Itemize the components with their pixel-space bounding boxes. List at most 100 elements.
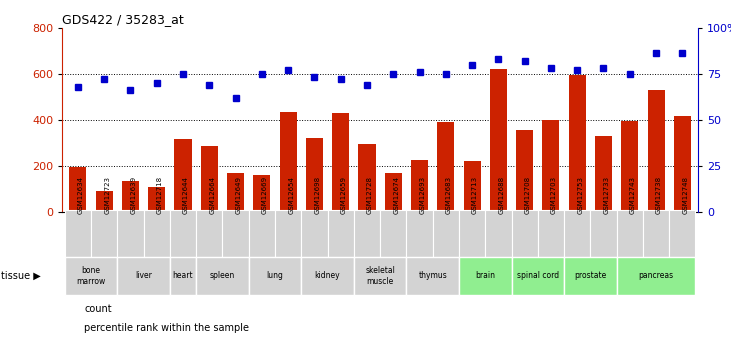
Text: GSM12728: GSM12728 xyxy=(367,176,373,214)
Text: spleen: spleen xyxy=(210,272,235,280)
Bar xyxy=(170,210,196,257)
Bar xyxy=(411,160,428,212)
Text: GSM12639: GSM12639 xyxy=(130,176,137,214)
Bar xyxy=(65,210,91,257)
Bar xyxy=(459,257,512,295)
Bar xyxy=(569,75,586,212)
Text: kidney: kidney xyxy=(315,272,341,280)
Bar xyxy=(648,90,664,212)
Bar xyxy=(674,116,691,212)
Bar xyxy=(354,257,406,295)
Text: GSM12674: GSM12674 xyxy=(393,176,399,214)
Bar xyxy=(332,113,349,212)
Bar xyxy=(306,138,323,212)
Text: GSM12748: GSM12748 xyxy=(682,176,689,214)
Text: GSM12649: GSM12649 xyxy=(235,176,241,214)
Bar xyxy=(669,210,695,257)
Bar xyxy=(301,210,327,257)
Bar xyxy=(117,257,170,295)
Bar xyxy=(227,173,244,212)
Bar xyxy=(196,257,249,295)
Text: thymus: thymus xyxy=(418,272,447,280)
Bar xyxy=(490,69,507,212)
Text: percentile rank within the sample: percentile rank within the sample xyxy=(84,323,249,333)
Text: pancreas: pancreas xyxy=(638,272,674,280)
Bar xyxy=(69,167,86,212)
Bar xyxy=(617,257,695,295)
Bar xyxy=(591,210,617,257)
Bar xyxy=(406,257,459,295)
Text: GDS422 / 35283_at: GDS422 / 35283_at xyxy=(62,13,184,27)
Bar xyxy=(170,257,196,295)
Text: count: count xyxy=(84,304,112,314)
Text: GSM12664: GSM12664 xyxy=(209,176,216,214)
Bar xyxy=(117,210,143,257)
Text: GSM12753: GSM12753 xyxy=(577,176,583,214)
Bar xyxy=(385,173,402,212)
Bar xyxy=(380,210,406,257)
Text: GSM12723: GSM12723 xyxy=(105,176,110,214)
Text: GSM12693: GSM12693 xyxy=(420,176,425,214)
Text: GSM12718: GSM12718 xyxy=(156,176,163,214)
Text: GSM12698: GSM12698 xyxy=(314,176,320,214)
Bar xyxy=(327,210,354,257)
Bar xyxy=(175,139,192,212)
Bar xyxy=(617,210,643,257)
Bar xyxy=(437,122,455,212)
Bar xyxy=(201,146,218,212)
Text: brain: brain xyxy=(475,272,495,280)
Bar xyxy=(249,257,301,295)
Text: skeletal
muscle: skeletal muscle xyxy=(366,266,395,286)
Bar xyxy=(196,210,222,257)
Text: GSM12743: GSM12743 xyxy=(630,176,636,214)
Text: GSM12683: GSM12683 xyxy=(446,176,452,214)
Bar xyxy=(65,257,117,295)
Bar xyxy=(122,181,139,212)
Text: GSM12669: GSM12669 xyxy=(262,176,268,214)
Text: lung: lung xyxy=(267,272,284,280)
Bar xyxy=(143,210,170,257)
Text: spinal cord: spinal cord xyxy=(517,272,559,280)
Text: GSM12738: GSM12738 xyxy=(656,176,662,214)
Text: bone
marrow: bone marrow xyxy=(77,266,106,286)
Bar xyxy=(301,257,354,295)
Bar xyxy=(275,210,301,257)
Text: tissue ▶: tissue ▶ xyxy=(1,271,41,281)
Bar xyxy=(148,187,165,212)
Text: heart: heart xyxy=(173,272,193,280)
Text: GSM12644: GSM12644 xyxy=(183,176,189,214)
Text: GSM12703: GSM12703 xyxy=(551,176,557,214)
Bar xyxy=(91,210,117,257)
Bar xyxy=(433,210,459,257)
Text: liver: liver xyxy=(135,272,152,280)
Bar xyxy=(96,191,113,212)
Bar xyxy=(406,210,433,257)
Bar xyxy=(512,257,564,295)
Bar xyxy=(459,210,485,257)
Text: prostate: prostate xyxy=(575,272,607,280)
Bar xyxy=(621,121,638,212)
Text: GSM12634: GSM12634 xyxy=(78,176,84,214)
Text: GSM12659: GSM12659 xyxy=(341,176,346,214)
Bar xyxy=(595,136,612,212)
Bar xyxy=(516,130,533,212)
Bar xyxy=(512,210,538,257)
Text: GSM12654: GSM12654 xyxy=(288,176,294,214)
Text: GSM12733: GSM12733 xyxy=(604,176,610,214)
Bar xyxy=(564,210,591,257)
Bar xyxy=(249,210,275,257)
Bar xyxy=(643,210,669,257)
Text: GSM12708: GSM12708 xyxy=(525,176,531,214)
Bar xyxy=(485,210,512,257)
Bar xyxy=(538,210,564,257)
Bar xyxy=(279,112,297,212)
Bar xyxy=(564,257,617,295)
Bar xyxy=(542,120,559,212)
Bar xyxy=(358,144,376,212)
Bar xyxy=(222,210,249,257)
Text: GSM12713: GSM12713 xyxy=(472,176,478,214)
Text: GSM12688: GSM12688 xyxy=(499,176,504,214)
Bar xyxy=(354,210,380,257)
Bar xyxy=(254,175,270,212)
Bar xyxy=(463,161,481,212)
